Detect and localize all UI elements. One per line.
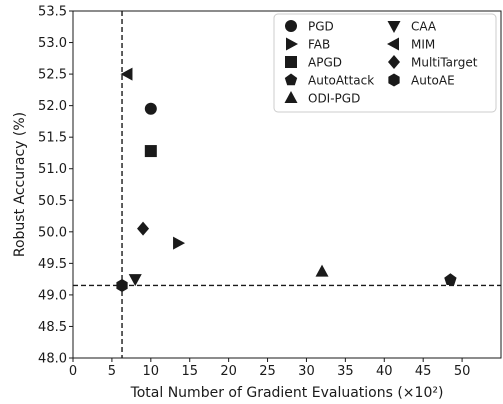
data-point (315, 264, 329, 277)
plot-frame (72, 10, 502, 359)
legend-label: APGD (308, 56, 342, 70)
y-tick-label: 49.5 (38, 257, 67, 272)
y-tick-label: 51.0 (38, 162, 67, 177)
legend-label: MultiTarget (411, 56, 478, 70)
legend-label: AutoAttack (308, 74, 374, 88)
x-tick-label: 35 (337, 364, 354, 379)
data-point (116, 278, 128, 292)
x-tick-label: 5 (108, 364, 116, 379)
y-tick-label: 48.5 (38, 320, 67, 335)
legend-marker (286, 37, 298, 51)
x-tick-label: 20 (220, 364, 237, 379)
data-point (144, 102, 157, 115)
legend-box (273, 13, 497, 113)
y-tick-label: 51.5 (38, 131, 67, 146)
x-tick-label: 10 (143, 364, 160, 379)
y-tick-label: 52.5 (38, 68, 67, 83)
plot-area (72, 10, 502, 359)
data-marks (116, 67, 457, 292)
data-point (120, 67, 133, 81)
legend-marker (285, 20, 297, 32)
data-point (137, 221, 150, 236)
y-tick-label: 53.5 (38, 5, 67, 20)
y-tick-label: 50.5 (38, 194, 67, 209)
legend-marker (285, 56, 297, 68)
legend-marker (388, 73, 400, 87)
x-tick-label: 50 (454, 364, 471, 379)
legend-marker (284, 91, 298, 103)
y-tick-label: 53.0 (38, 36, 67, 51)
x-tick-label: 15 (181, 364, 198, 379)
legend-label: FAB (308, 38, 330, 52)
legend-marker (388, 55, 400, 69)
data-point (144, 145, 157, 158)
data-point (444, 273, 457, 286)
legend-marker (387, 21, 401, 33)
x-axis-label: Total Number of Gradient Evaluations (×1… (130, 385, 444, 401)
axis-ticks: 0 5 10 15 20 25 30 35 40 45 50 48.0 48.5 49.0 49.5 50.0… (38, 5, 470, 380)
legend-label: ODI-PGD (308, 92, 360, 106)
x-tick-label: 40 (376, 364, 393, 379)
legend-marker (284, 73, 298, 86)
legend-label: AutoAE (411, 74, 455, 88)
data-point (128, 274, 142, 287)
x-tick-label: 25 (259, 364, 276, 379)
x-tick-label: 30 (298, 364, 315, 379)
data-point (173, 236, 186, 250)
legend-marker (387, 37, 399, 51)
legend: PGD FAB APGD AutoAttack ODI-PGD CAA MIM MultiTa… (273, 13, 497, 113)
y-tick-label: 49.0 (38, 288, 67, 303)
legend-label: MIM (411, 38, 435, 52)
y-tick-label: 48.0 (38, 352, 67, 367)
legend-label: CAA (411, 20, 437, 34)
legend-label: PGD (308, 20, 334, 34)
y-tick-label: 52.0 (38, 99, 67, 114)
y-tick-label: 50.0 (38, 225, 67, 240)
x-tick-label: 45 (415, 364, 432, 379)
y-axis-label: Robust Accuracy (%) (12, 112, 28, 257)
x-tick-label: 0 (69, 364, 77, 379)
